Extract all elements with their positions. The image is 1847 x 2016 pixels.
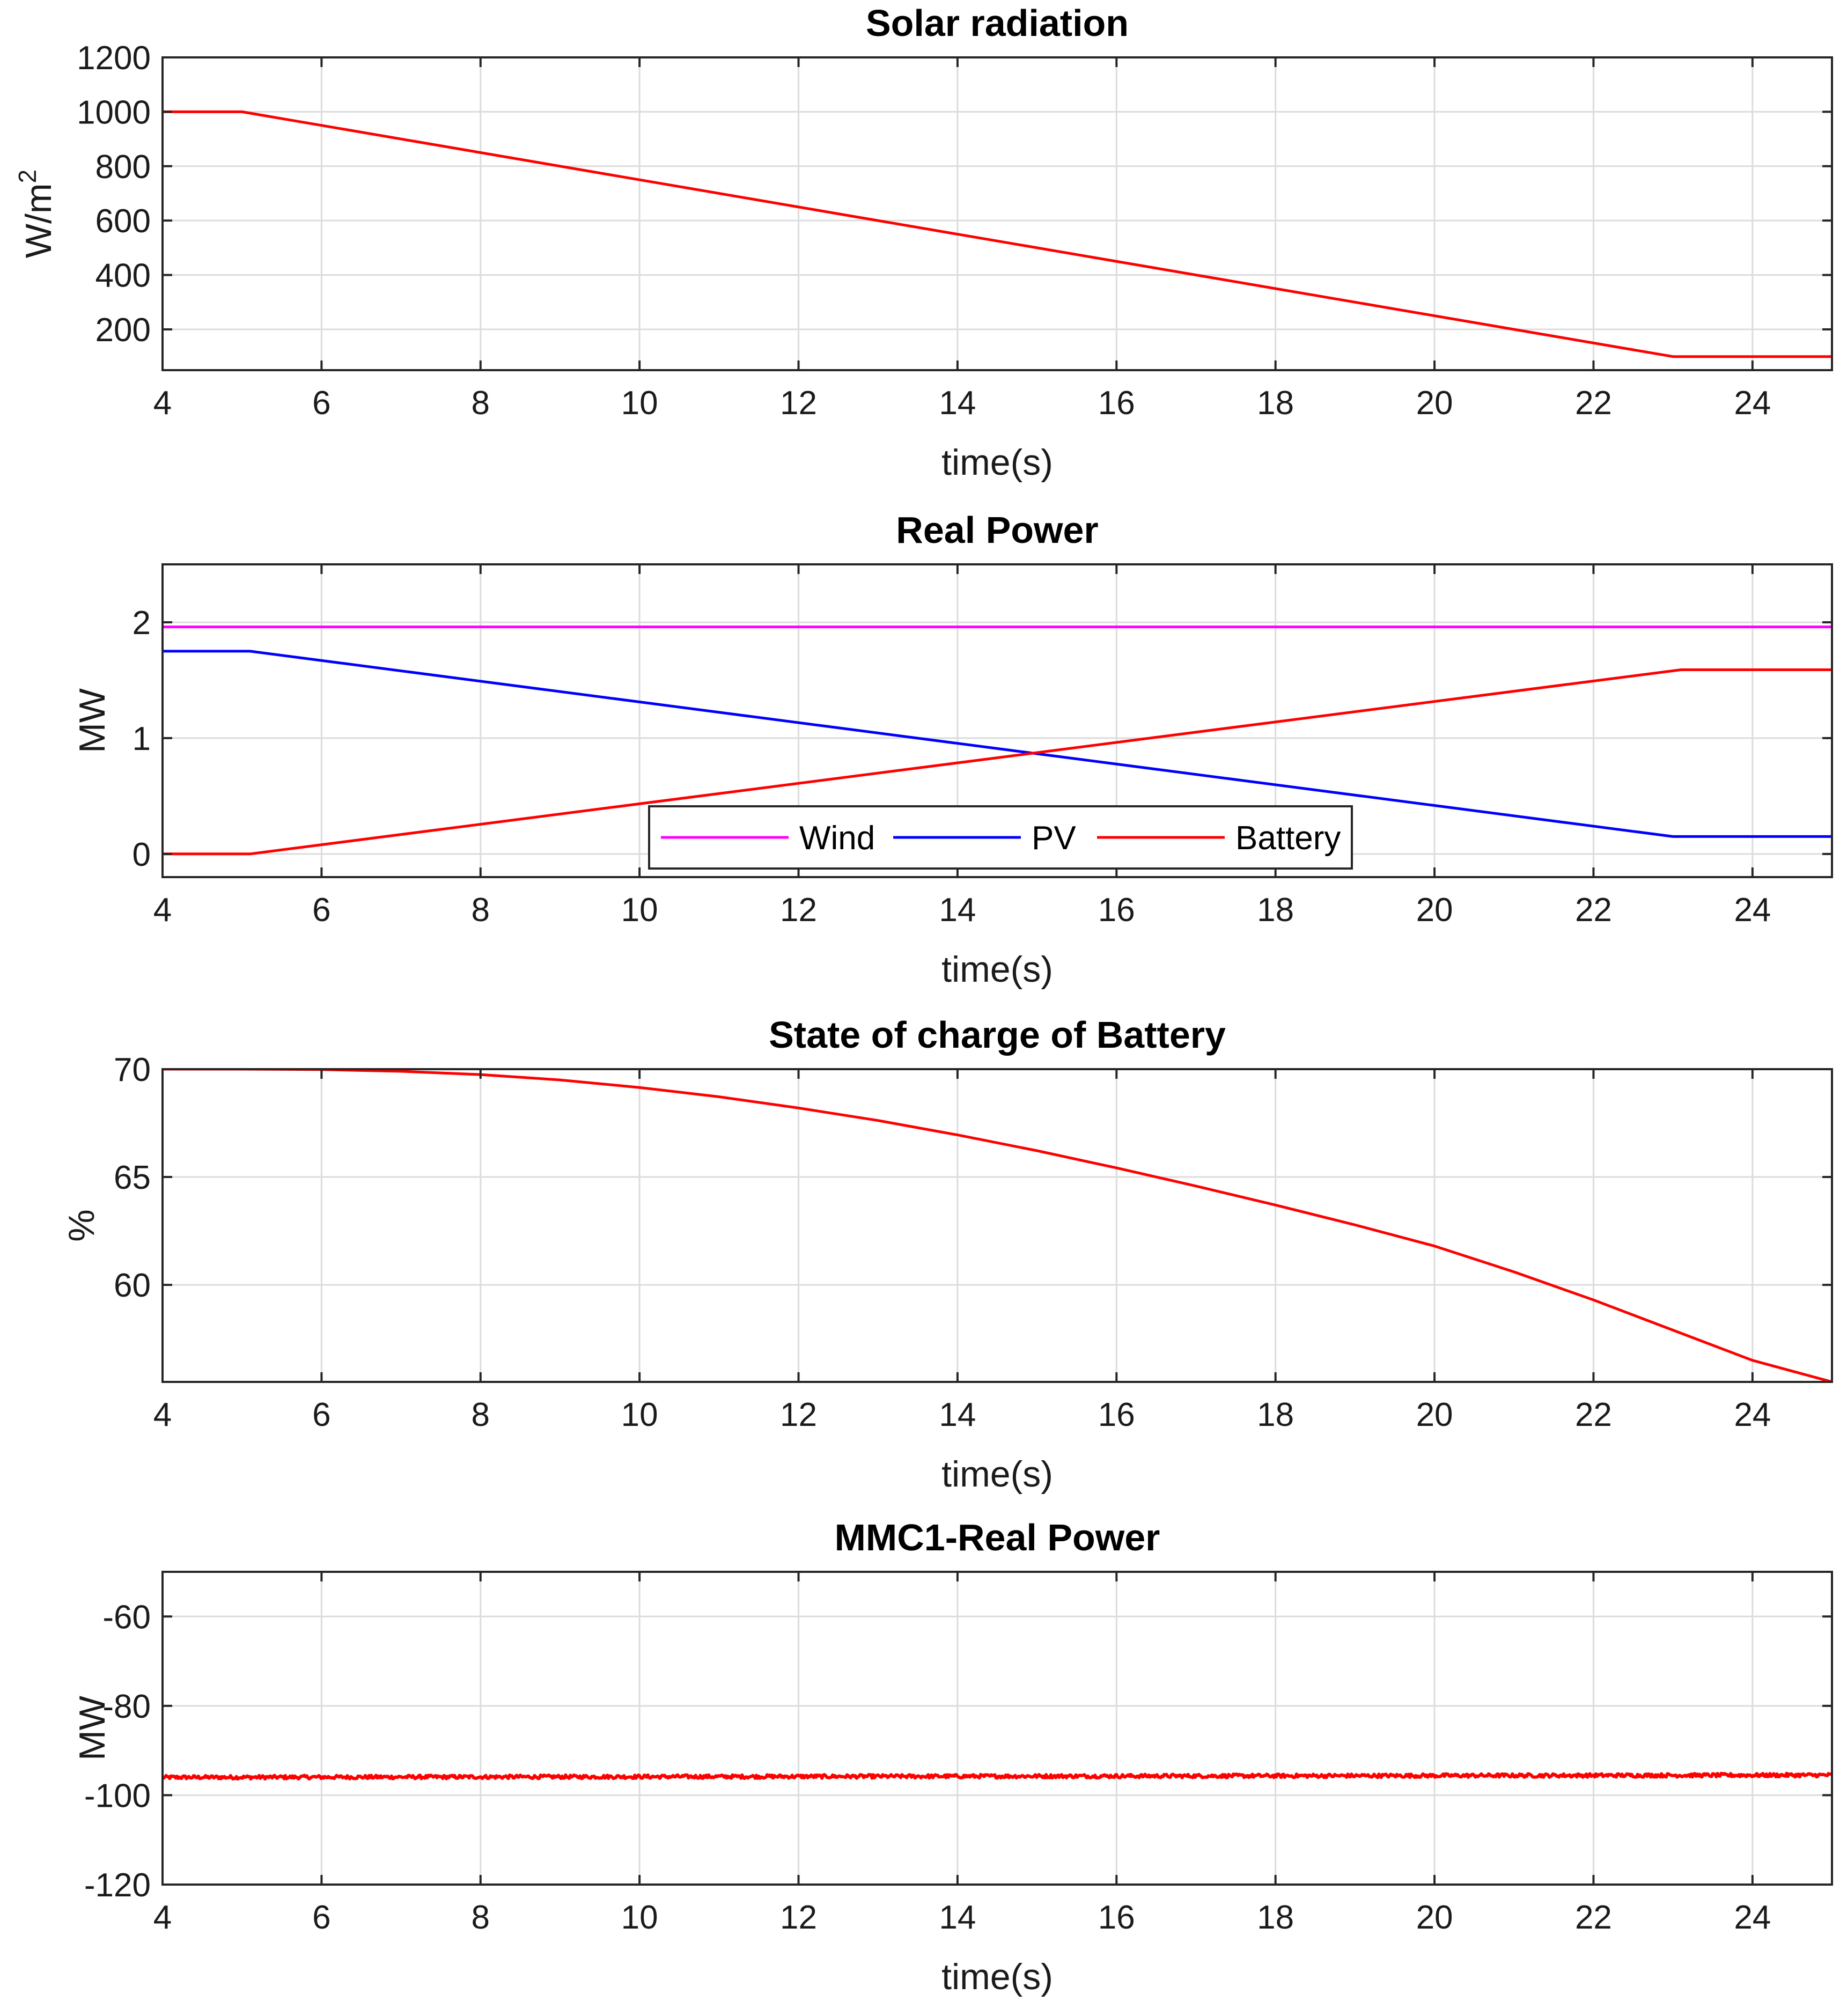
x-tick-label: 8 (472, 892, 490, 929)
x-tick-label: 14 (939, 1396, 976, 1433)
x-tick-label: 18 (1257, 385, 1294, 422)
x-tick-label: 6 (312, 385, 330, 422)
y-tick-label: -60 (102, 1599, 151, 1636)
x-tick-label: 4 (153, 1396, 172, 1433)
axes-box (161, 563, 1833, 878)
series-line-battery (163, 668, 1832, 856)
y-tick-label: 800 (95, 149, 151, 186)
x-tick-label: 20 (1416, 385, 1453, 422)
axes-box (161, 1068, 1833, 1383)
x-tick-label: 18 (1257, 892, 1294, 929)
y-tick-label: 2 (133, 605, 151, 642)
legend: Wind PV Battery (648, 805, 1353, 870)
chart-title: Solar radiation (866, 2, 1129, 44)
x-tick-label: 18 (1257, 1899, 1294, 1936)
chart-title: MMC1-Real Power (835, 1517, 1160, 1558)
x-tick-label: 12 (780, 892, 817, 929)
y-tick-label: 60 (114, 1267, 151, 1304)
x-tick-label: 14 (939, 385, 976, 422)
y-axis-label: MW (72, 688, 113, 753)
x-axis-label: time(s) (941, 949, 1053, 990)
chart-title: State of charge of Battery (769, 1014, 1226, 1056)
x-tick-label: 12 (780, 1899, 817, 1936)
x-tick-label: 10 (621, 892, 658, 929)
x-tick-label: 4 (153, 385, 172, 422)
axes-box (161, 56, 1833, 371)
x-tick-label: 24 (1734, 1899, 1771, 1936)
x-tick-label: 14 (939, 1899, 976, 1936)
series-line-mmc1 (163, 1771, 1832, 1781)
x-tick-label: 22 (1575, 1899, 1612, 1936)
x-tick-label: 10 (621, 385, 658, 422)
y-tick-label: 1 (133, 720, 151, 757)
x-tick-label: 10 (621, 1899, 658, 1936)
y-tick-label: 600 (95, 203, 151, 240)
y-tick-label: -80 (102, 1688, 151, 1725)
y-tick-label: 65 (114, 1159, 151, 1196)
x-tick-label: 20 (1416, 1899, 1453, 1936)
series-line-solar-radiation (163, 110, 1832, 358)
x-tick-label: 20 (1416, 892, 1453, 929)
x-tick-label: 8 (472, 385, 490, 422)
x-tick-label: 8 (472, 1899, 490, 1936)
x-tick-label: 16 (1098, 1899, 1135, 1936)
x-tick-label: 6 (312, 1396, 330, 1433)
y-tick-label: -120 (84, 1867, 151, 1904)
y-tick-label: 0 (133, 836, 151, 873)
x-tick-label: 6 (312, 1899, 330, 1936)
x-tick-label: 12 (780, 385, 817, 422)
series-line-pv (163, 650, 1832, 838)
plot-area (163, 1572, 1832, 1885)
x-tick-label: 22 (1575, 892, 1612, 929)
y-tick-label: -100 (84, 1777, 151, 1814)
x-tick-label: 20 (1416, 1396, 1453, 1433)
x-axis-label: time(s) (941, 1454, 1053, 1495)
x-tick-label: 4 (153, 1899, 172, 1936)
y-tick-label: 1000 (77, 94, 151, 131)
series-line-soc (163, 1069, 1832, 1382)
x-tick-label: 10 (621, 1396, 658, 1433)
legend-label-wind: Wind (799, 820, 875, 857)
x-tick-label: 22 (1575, 1396, 1612, 1433)
x-tick-label: 4 (153, 892, 172, 929)
x-tick-label: 12 (780, 1396, 817, 1433)
y-tick-label: 70 (114, 1051, 151, 1088)
chart-panel-1: 4 6 8 10 12 14 16 18 20 22 24 200 400 600 800 1000 1200 S… (13, 2, 1833, 483)
x-tick-label: 18 (1257, 1396, 1294, 1433)
x-tick-label: 24 (1734, 1396, 1771, 1433)
y-tick-label: 200 (95, 312, 151, 349)
legend-label-battery: Battery (1235, 820, 1341, 857)
y-axis-label-superscript: 2 (13, 170, 41, 183)
x-tick-label: 16 (1098, 892, 1135, 929)
y-tick-label: 400 (95, 257, 151, 295)
y-axis-label: % (61, 1209, 102, 1241)
axes-box (161, 1571, 1833, 1886)
plot-area (163, 1069, 1832, 1382)
x-tick-label: 24 (1734, 892, 1771, 929)
x-tick-label: 6 (312, 892, 330, 929)
y-axis-label: MW (72, 1696, 113, 1761)
x-axis-label: time(s) (941, 1956, 1053, 1997)
y-tick-label: 1200 (77, 40, 151, 77)
plot-area (163, 57, 1832, 370)
x-tick-label: 16 (1098, 1396, 1135, 1433)
legend-label-pv: PV (1032, 820, 1076, 857)
y-axis-label: W/m2 (13, 170, 59, 258)
chart-panel-3: 4 6 8 10 12 14 16 18 20 22 24 60 65 70 State of charge… (61, 1014, 1833, 1495)
x-tick-label: 14 (939, 892, 976, 929)
chart-panel-4: 4 6 8 10 12 14 16 18 20 22 24 -120 -100 -80 -60 MMC1-Re… (72, 1517, 1833, 1997)
x-tick-label: 16 (1098, 385, 1135, 422)
x-tick-label: 22 (1575, 385, 1612, 422)
x-axis-label: time(s) (941, 442, 1053, 483)
chart-title: Real Power (896, 509, 1098, 551)
x-tick-label: 24 (1734, 385, 1771, 422)
x-tick-label: 8 (472, 1396, 490, 1433)
